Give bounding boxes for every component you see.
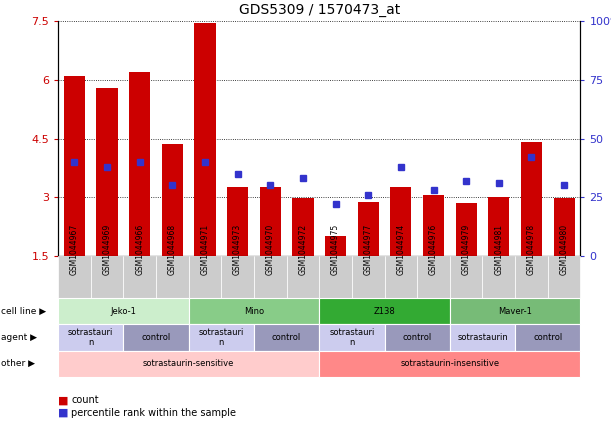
Text: control: control bbox=[272, 333, 301, 342]
Text: GSM1044968: GSM1044968 bbox=[168, 224, 177, 275]
Text: cell line ▶: cell line ▶ bbox=[1, 307, 46, 316]
Text: Maver-1: Maver-1 bbox=[498, 307, 532, 316]
Text: sotrastauri
n: sotrastauri n bbox=[68, 328, 114, 347]
Text: control: control bbox=[533, 333, 562, 342]
Text: GSM1044972: GSM1044972 bbox=[298, 224, 307, 275]
Text: sotrastauri
n: sotrastauri n bbox=[199, 328, 244, 347]
Text: control: control bbox=[141, 333, 170, 342]
Bar bbox=[194, 23, 216, 256]
Text: GSM1044981: GSM1044981 bbox=[494, 224, 503, 275]
Text: percentile rank within the sample: percentile rank within the sample bbox=[71, 408, 236, 418]
Text: GSM1044967: GSM1044967 bbox=[70, 224, 79, 275]
Text: Jeko-1: Jeko-1 bbox=[111, 307, 136, 316]
Text: sotrastauri
n: sotrastauri n bbox=[329, 328, 375, 347]
Text: GSM1044971: GSM1044971 bbox=[200, 224, 210, 275]
Bar bbox=[554, 198, 575, 256]
Text: ■: ■ bbox=[58, 408, 68, 418]
Bar bbox=[456, 203, 477, 256]
Text: GSM1044969: GSM1044969 bbox=[103, 224, 112, 275]
Text: GSM1044980: GSM1044980 bbox=[560, 224, 569, 275]
Bar bbox=[325, 236, 346, 256]
Text: GSM1044977: GSM1044977 bbox=[364, 224, 373, 275]
Text: GSM1044970: GSM1044970 bbox=[266, 224, 275, 275]
Bar bbox=[390, 187, 411, 256]
Text: agent ▶: agent ▶ bbox=[1, 333, 37, 342]
Bar bbox=[423, 195, 444, 256]
Bar bbox=[521, 143, 542, 256]
Text: control: control bbox=[403, 333, 432, 342]
Text: GSM1044975: GSM1044975 bbox=[331, 224, 340, 275]
Text: Mino: Mino bbox=[244, 307, 264, 316]
Text: GSM1044979: GSM1044979 bbox=[462, 224, 470, 275]
Text: sotrastaurin-insensitive: sotrastaurin-insensitive bbox=[400, 359, 499, 368]
Text: other ▶: other ▶ bbox=[1, 359, 35, 368]
Text: count: count bbox=[71, 395, 99, 405]
Bar bbox=[227, 187, 248, 256]
Bar bbox=[292, 198, 313, 256]
Text: sotrastaurin-sensitive: sotrastaurin-sensitive bbox=[143, 359, 235, 368]
Bar bbox=[129, 72, 150, 256]
Bar bbox=[357, 202, 379, 256]
Text: GSM1044974: GSM1044974 bbox=[397, 224, 405, 275]
Bar bbox=[260, 187, 281, 256]
Text: ■: ■ bbox=[58, 395, 68, 405]
Title: GDS5309 / 1570473_at: GDS5309 / 1570473_at bbox=[239, 3, 400, 17]
Bar bbox=[64, 76, 85, 256]
Text: GSM1044966: GSM1044966 bbox=[135, 224, 144, 275]
Text: GSM1044976: GSM1044976 bbox=[429, 224, 438, 275]
Bar bbox=[488, 197, 510, 256]
Bar bbox=[97, 88, 118, 256]
Text: sotrastaurin: sotrastaurin bbox=[457, 333, 508, 342]
Text: GSM1044978: GSM1044978 bbox=[527, 224, 536, 275]
Bar bbox=[162, 144, 183, 256]
Text: Z138: Z138 bbox=[374, 307, 395, 316]
Text: GSM1044973: GSM1044973 bbox=[233, 224, 242, 275]
